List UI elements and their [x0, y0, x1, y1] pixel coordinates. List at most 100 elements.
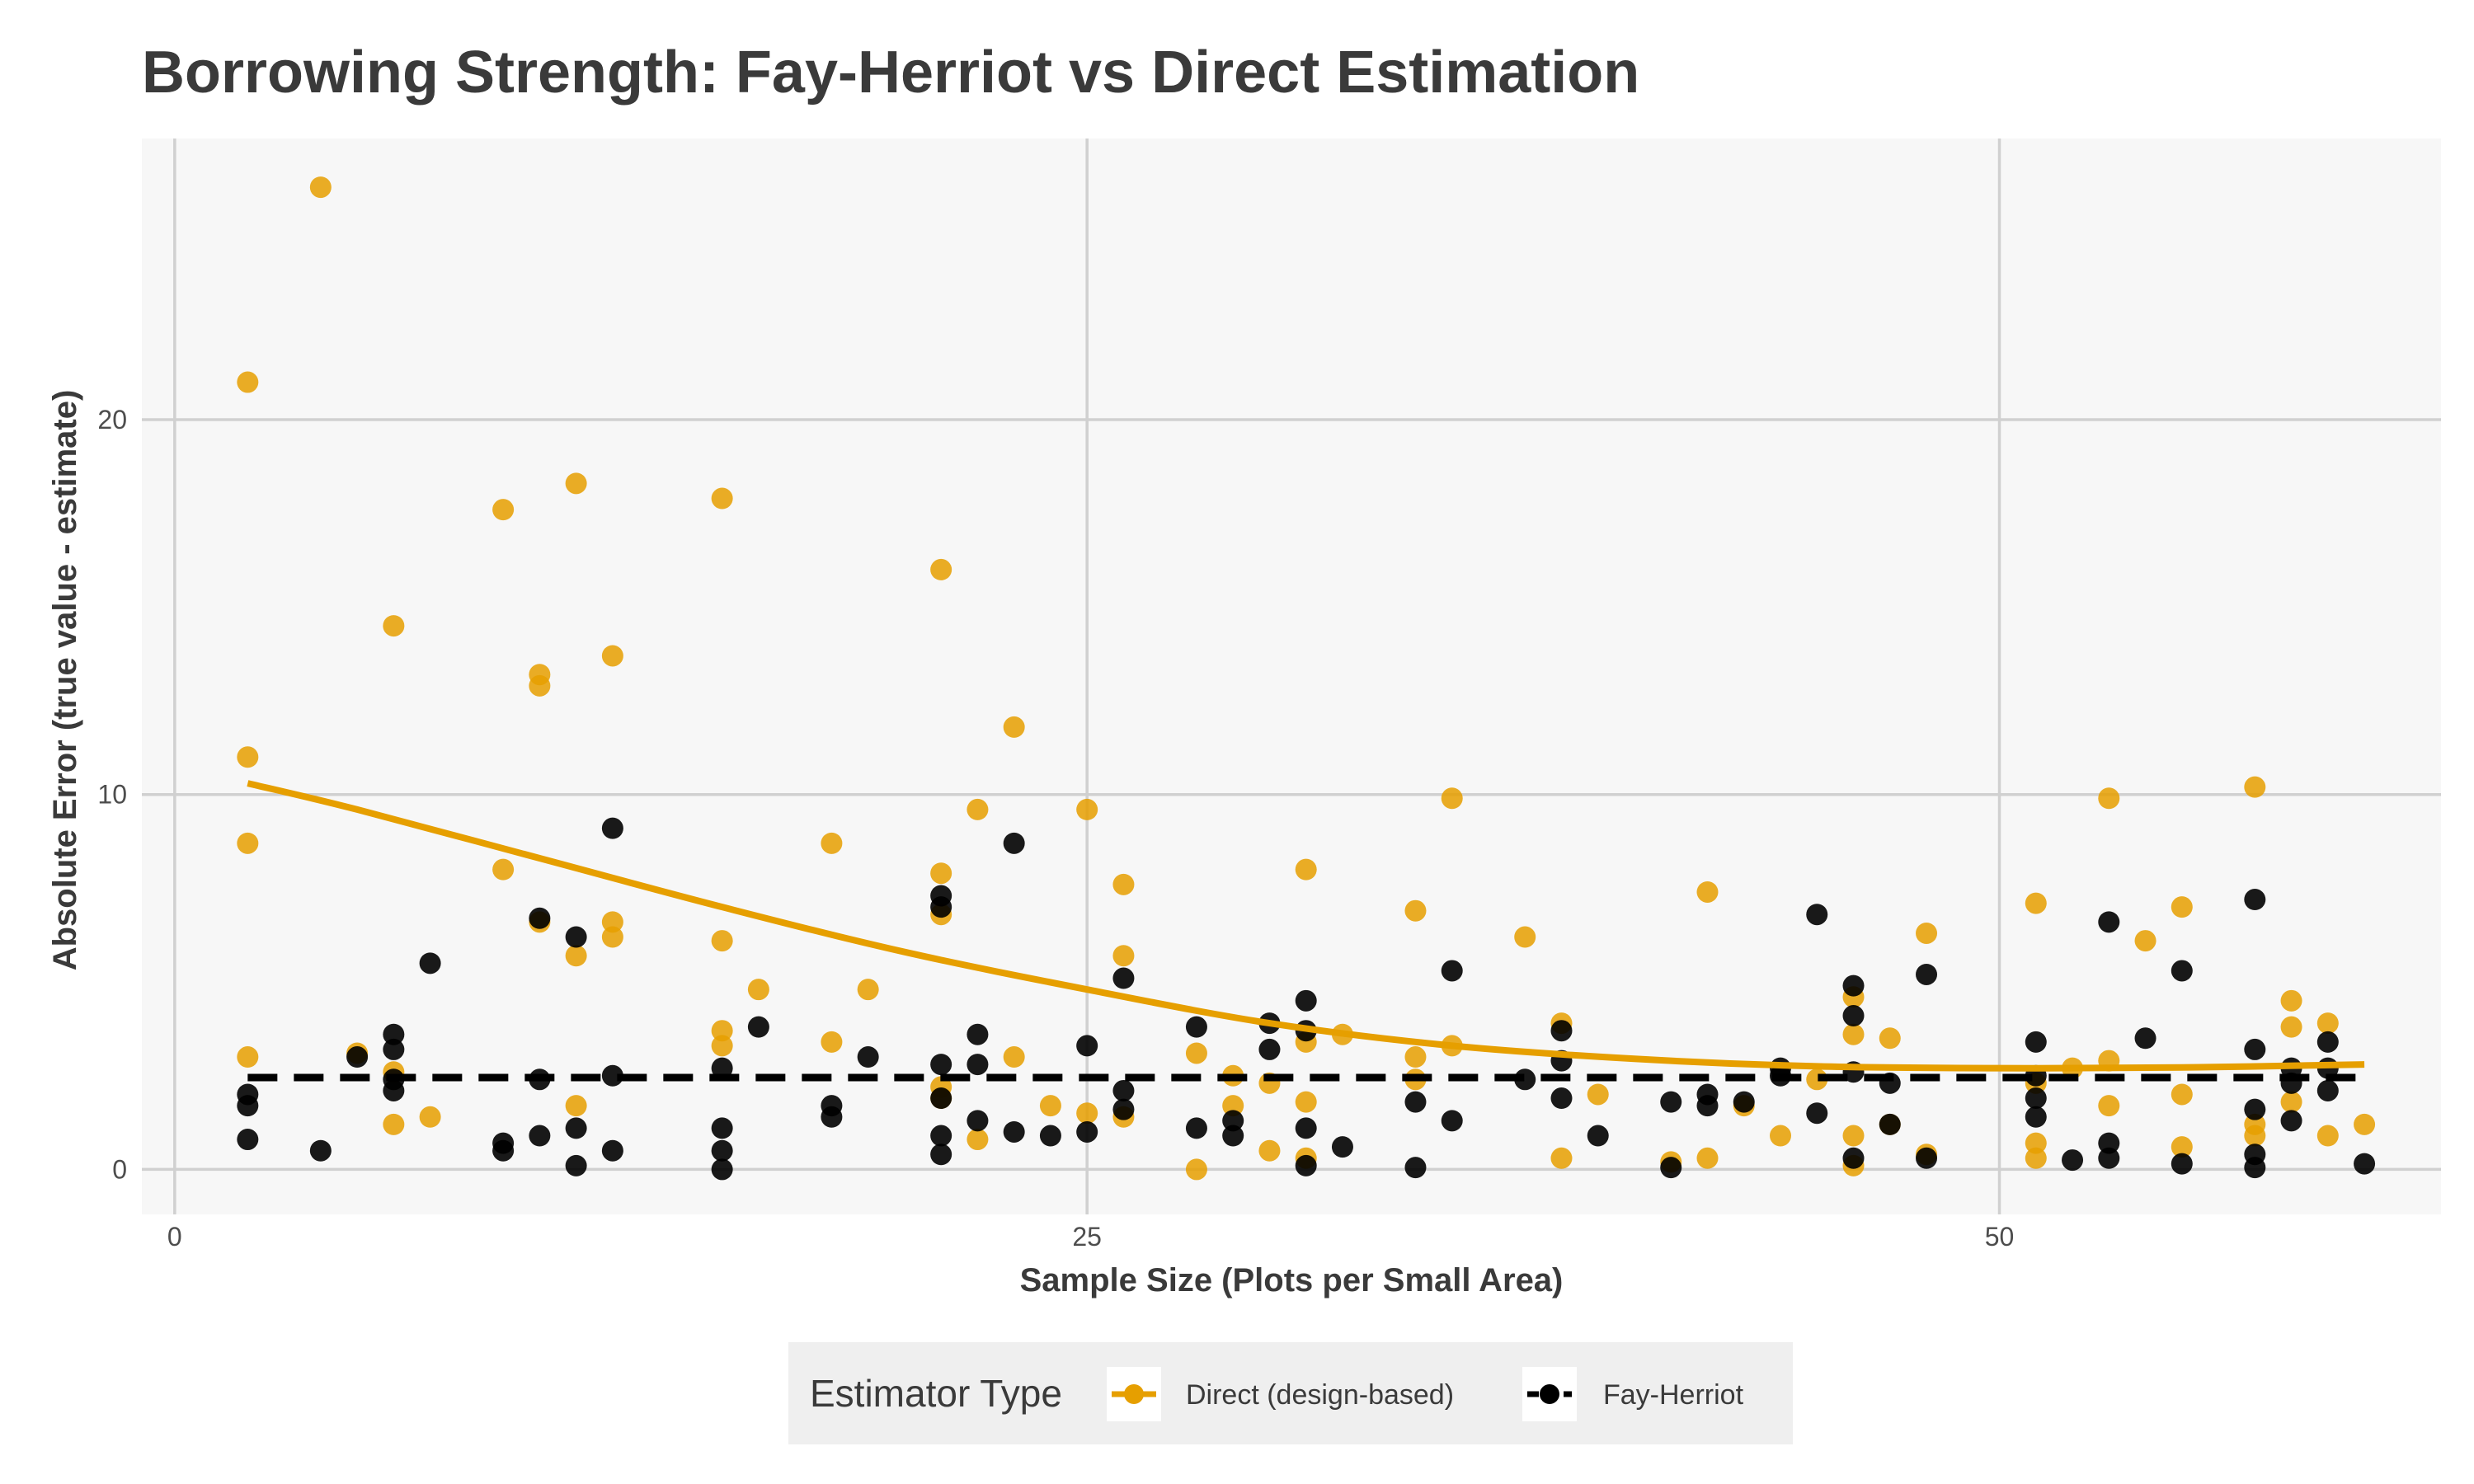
fay-herriot-point-98 [2244, 1157, 2266, 1179]
direct-point-50 [1295, 858, 1317, 881]
fay-herriot-point-23 [711, 1139, 733, 1162]
direct-trend-line [247, 780, 2365, 1072]
direct-point-58 [1441, 787, 1463, 810]
fay-herriot-point-49 [1222, 1125, 1244, 1147]
tick-labels: 0 25 50 0 10 20 [97, 405, 2014, 1252]
direct-point-95 [2280, 1091, 2302, 1113]
fay-herriot-point-74 [1806, 1102, 1828, 1125]
fay-herriot-point-38 [1003, 832, 1025, 854]
direct-point-62 [1550, 1147, 1573, 1169]
fay-herriot-point-24 [711, 1158, 733, 1181]
fay-herriot-point-51 [1258, 1038, 1281, 1060]
direct-point-97 [2316, 1125, 2339, 1147]
fay-herriot-point-54 [1295, 1117, 1317, 1139]
fay-herriot-point-22 [711, 1117, 733, 1139]
direct-point-87 [2171, 896, 2193, 918]
fay-herriot-point-28 [857, 1046, 879, 1068]
direct-point-21 [711, 487, 733, 510]
direct-point-45 [1185, 1158, 1207, 1181]
direct-point-22 [711, 930, 733, 952]
fay-herriot-point-82 [1916, 1147, 1938, 1169]
direct-point-40 [1076, 1102, 1098, 1125]
direct-point-52 [1295, 1091, 1317, 1113]
fay-herriot-point-5 [383, 1023, 405, 1045]
direct-point-55 [1404, 899, 1427, 922]
fay-herriot-point-94 [2244, 889, 2266, 911]
direct-point-36 [1003, 716, 1025, 738]
fay-herriot-point-31 [930, 1054, 952, 1076]
legend-dot-fay-herriot [1540, 1384, 1559, 1404]
fay-herriot-point-90 [2098, 1147, 2120, 1169]
y-tick-label-0: 0 [112, 1154, 127, 1184]
direct-point-28 [857, 979, 879, 1001]
direct-point-17 [565, 1095, 587, 1117]
direct-point-8 [383, 1113, 405, 1135]
fay-herriot-point-44 [1112, 1079, 1135, 1101]
plot-panel [142, 139, 2441, 1214]
direct-point-90 [2244, 776, 2266, 798]
fay-herriot-point-34 [930, 1144, 952, 1166]
fay-herriot-point-14 [529, 1125, 551, 1147]
direct-point-72 [1842, 1125, 1865, 1147]
direct-point-74 [1879, 1027, 1901, 1050]
fay-herriot-point-67 [1660, 1157, 1682, 1179]
direct-point-38 [1039, 1095, 1061, 1117]
fay-herriot-point-93 [2171, 1153, 2193, 1175]
direct-point-98 [2354, 1113, 2376, 1135]
direct-point-93 [2280, 989, 2302, 1012]
direct-point-13 [529, 674, 551, 697]
direct-point-23 [711, 1020, 733, 1042]
fay-herriot-point-36 [967, 1054, 989, 1076]
fay-herriot-point-8 [383, 1079, 405, 1101]
direct-point-27 [821, 1031, 843, 1053]
x-tick-label-2: 50 [1985, 1222, 2015, 1252]
trend-lines [247, 780, 2365, 1082]
direct-point-4 [309, 176, 332, 199]
fay-herriot-point-9 [419, 952, 441, 974]
fay-herriot-point-69 [1696, 1095, 1719, 1117]
direct-point-85 [2098, 1095, 2120, 1117]
fay-herriot-point-47 [1185, 1117, 1207, 1139]
fay-herriot-point-32 [930, 1087, 952, 1110]
fay-herriot-point-76 [1842, 1005, 1865, 1027]
direct-point-42 [1112, 945, 1135, 967]
fay-herriot-point-25 [747, 1016, 769, 1038]
legend-box [788, 1342, 1793, 1444]
fay-herriot-point-40 [1039, 1125, 1061, 1147]
direct-point-29 [930, 558, 952, 580]
fay-herriot-point-16 [565, 1117, 587, 1139]
fay-herriot-point-66 [1660, 1091, 1682, 1113]
fay-herriot-point-73 [1806, 904, 1828, 926]
direct-point-15 [565, 472, 587, 495]
fay-herriot-point-87 [2062, 1149, 2084, 1172]
legend: Estimator Type Direct (design-based) Fay… [788, 1342, 1793, 1444]
legend-label-fay-herriot: Fay-Herriot [1603, 1379, 1744, 1411]
fay-herriot-point-30 [930, 896, 952, 918]
fay-herriot-point-55 [1295, 1154, 1317, 1176]
direct-point-2 [237, 832, 259, 854]
fay-herriot-point-37 [967, 1110, 989, 1132]
direct-point-96 [2316, 1012, 2339, 1035]
fay-herriot-point-70 [1733, 1091, 1755, 1113]
direct-point-71 [1842, 1023, 1865, 1045]
fay-herriot-point-59 [1441, 960, 1463, 982]
fay-herriot-point-4 [346, 1046, 369, 1068]
fay-herriot-point-62 [1550, 1020, 1573, 1042]
legend-label-direct: Direct (design-based) [1186, 1379, 1454, 1411]
direct-point-86 [2134, 930, 2157, 952]
direct-point-65 [1696, 881, 1719, 903]
direct-point-44 [1185, 1042, 1207, 1064]
fay-herriot-point-89 [2098, 1132, 2120, 1154]
direct-point-60 [1514, 926, 1536, 948]
direct-point-81 [2025, 1147, 2047, 1169]
fay-herriot-point-41 [1076, 1035, 1098, 1057]
direct-point-19 [601, 911, 623, 933]
fay-herriot-point-20 [601, 1139, 623, 1162]
direct-point-63 [1587, 1083, 1609, 1106]
fay-herriot-point-81 [1916, 963, 1938, 985]
fay-herriot-point-65 [1587, 1125, 1609, 1147]
fay-herriot-point-45 [1112, 1098, 1135, 1120]
direct-point-76 [1916, 922, 1938, 944]
direct-point-66 [1696, 1147, 1719, 1169]
